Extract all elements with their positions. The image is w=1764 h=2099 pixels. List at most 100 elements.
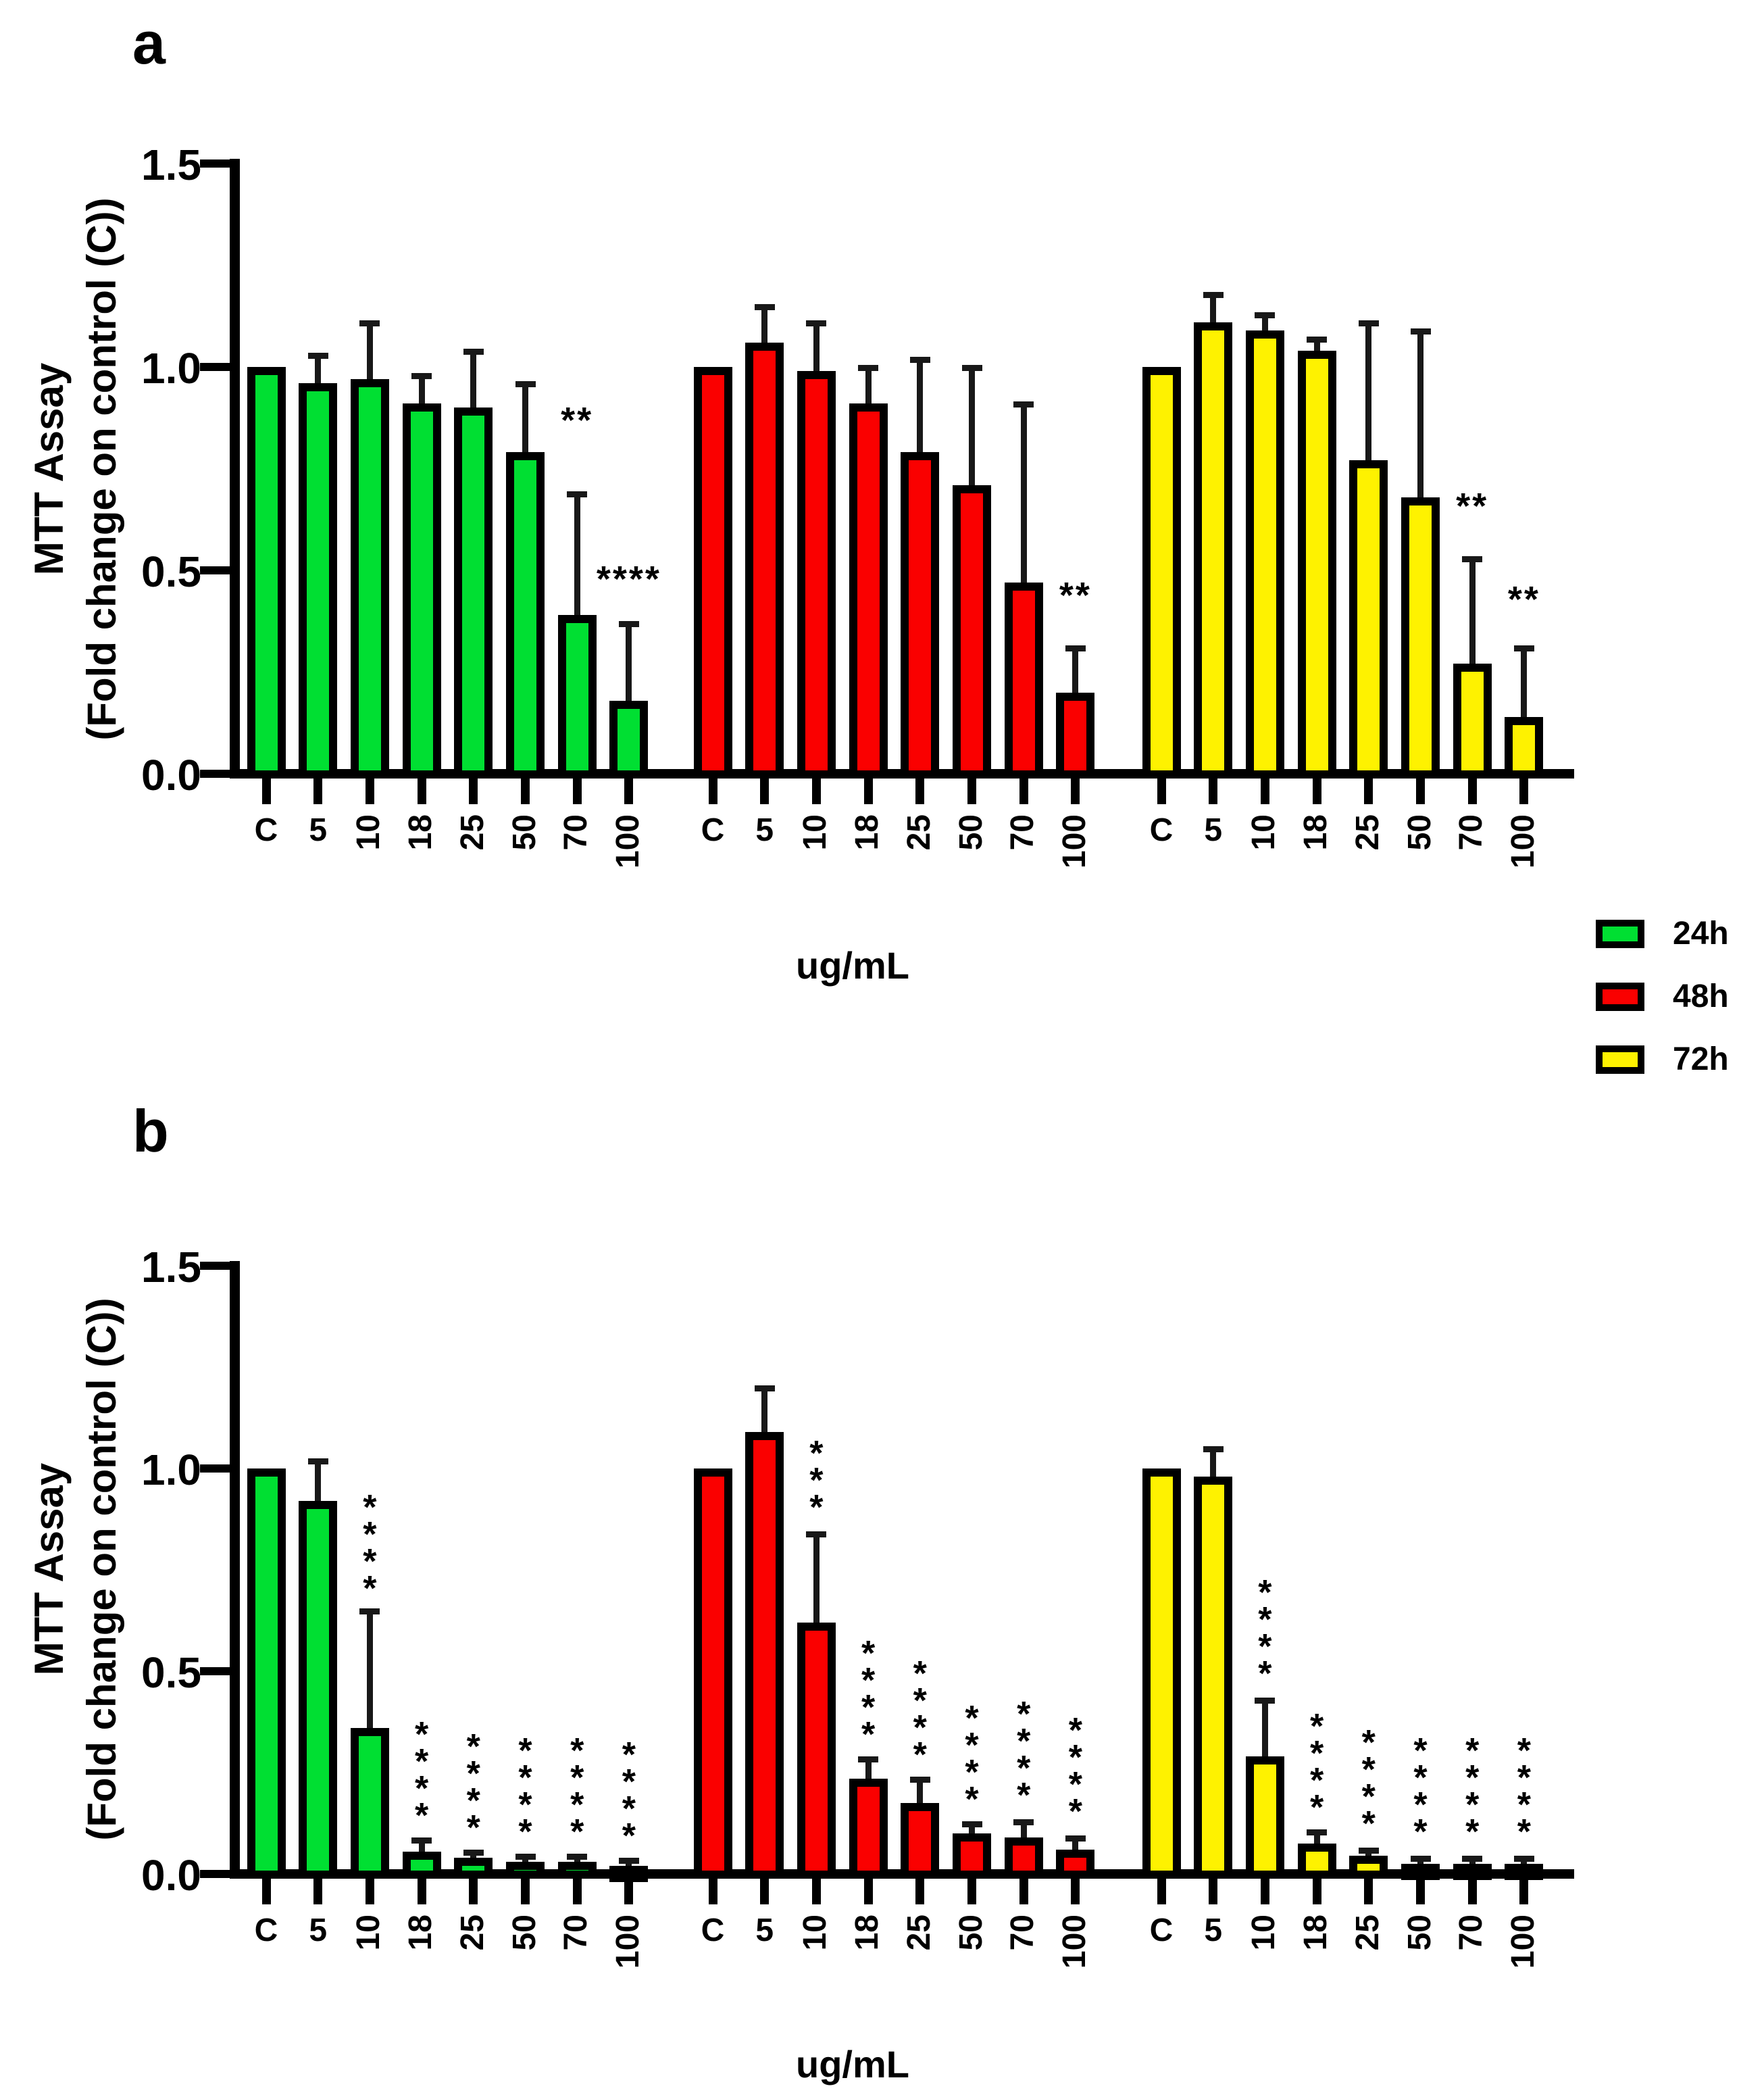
bar-72h-5: [1194, 322, 1233, 779]
bar-48h-50: [953, 485, 991, 779]
x-axis-tick: [1416, 779, 1425, 804]
y-axis-title-line1: MTT Assay: [26, 362, 72, 576]
bar-24h-25: [454, 408, 493, 779]
error-bar-cap: [1462, 1856, 1483, 1862]
x-axis-tick-label: 18: [849, 814, 886, 851]
legend-item-72h: 72h: [1596, 1043, 1729, 1076]
error-bar-stem: [865, 367, 872, 411]
x-axis-tick: [1071, 779, 1080, 804]
error-bar-stem: [761, 1387, 768, 1439]
x-axis-tick-label: C: [254, 812, 278, 848]
x-axis-tick: [760, 1879, 770, 1904]
significance-label: * * * *: [363, 1488, 377, 1608]
bar-24h-50: [506, 1862, 545, 1879]
y-axis-tick: [200, 159, 230, 168]
error-bar-cap: [1307, 336, 1328, 343]
bar-24h-5: [299, 1501, 338, 1879]
bar-72h-10: [1245, 1756, 1284, 1879]
bar-48h-100: [1056, 1850, 1095, 1879]
x-axis-tick-label: C: [701, 1912, 725, 1948]
error-bar-cap: [754, 303, 775, 310]
bar-72h-5: [1194, 1477, 1233, 1879]
panel-b-label: b: [132, 1097, 169, 1164]
bar-24h-100: [609, 1866, 649, 1882]
bar-24h-10: [350, 379, 389, 779]
x-axis-tick: [572, 1879, 582, 1904]
x-axis-tick-label: 100: [609, 814, 646, 869]
significance-label: **: [561, 400, 594, 441]
bar-72h-70: [1453, 1864, 1492, 1880]
x-axis-tick-label: 25: [1349, 1915, 1386, 1951]
x-axis-tick: [1467, 1879, 1477, 1904]
error-bar-stem: [1313, 1831, 1320, 1850]
error-bar-stem: [1365, 322, 1372, 468]
error-bar-cap: [515, 1854, 536, 1860]
bar-72h-18: [1297, 1844, 1336, 1879]
x-axis-tick-label: 50: [1401, 814, 1438, 851]
x-axis-tick: [572, 779, 582, 804]
bar-24h-50: [506, 452, 545, 779]
significance-label: * * * *: [1309, 1707, 1324, 1827]
x-axis-tick: [417, 1879, 426, 1904]
bar-24h-5: [299, 383, 338, 779]
x-axis-tick: [1157, 1879, 1166, 1904]
error-bar-stem: [366, 322, 373, 387]
x-axis-tick-label: 50: [506, 814, 543, 851]
error-bar-cap: [1013, 1819, 1034, 1825]
x-axis-tick-label: C: [1149, 812, 1174, 848]
panel-a-x-axis-title: ug/mL: [796, 944, 909, 987]
error-bar-cap: [858, 1756, 879, 1762]
error-bar-stem: [969, 367, 975, 492]
x-axis-tick: [365, 779, 374, 804]
x-axis-tick: [1416, 1879, 1425, 1904]
x-axis-tick-label: 18: [1298, 1915, 1334, 1951]
panel-a-label: a: [132, 9, 166, 76]
x-axis-tick-label: 70: [558, 814, 595, 851]
error-bar-stem: [1521, 647, 1528, 724]
x-axis-tick-label: 100: [1056, 814, 1092, 869]
x-axis-tick: [313, 1879, 323, 1904]
y-axis-title-line2: (Fold change on control (C)): [79, 197, 124, 741]
error-bar-cap: [567, 1854, 588, 1860]
significance-label: * * * *: [1413, 1731, 1428, 1852]
significance-label: * * * *: [622, 1735, 636, 1856]
error-bar-cap: [1513, 645, 1534, 652]
error-bar-stem: [1072, 1837, 1079, 1856]
error-bar-stem: [1020, 1821, 1027, 1844]
x-axis-tick: [1364, 1879, 1374, 1904]
x-axis-tick-label: 18: [1298, 814, 1334, 851]
x-axis-tick: [624, 779, 634, 804]
x-axis-tick: [1260, 779, 1269, 804]
error-bar-cap: [858, 365, 879, 371]
bar-72h-18: [1297, 350, 1336, 779]
x-axis-tick: [417, 779, 426, 804]
error-bar-cap: [806, 1531, 827, 1537]
y-axis-title-line2: (Fold change on control (C)): [79, 1298, 124, 1841]
bar-48h-100: [1056, 692, 1095, 779]
x-axis-tick: [1019, 1879, 1028, 1904]
x-axis-tick: [915, 1879, 925, 1904]
x-axis-tick-label: 10: [351, 814, 387, 851]
bar-24h-70: [557, 1862, 597, 1879]
y-axis-tick-label: 1.0: [141, 344, 201, 393]
significance-label: * * * *: [518, 1731, 532, 1852]
error-bar-stem: [1261, 314, 1268, 337]
x-axis-tick: [967, 1879, 976, 1904]
error-bar-stem: [1417, 330, 1423, 504]
x-axis-tick-label: 70: [558, 1915, 595, 1951]
x-axis-tick: [1364, 779, 1374, 804]
significance-label: * * * *: [965, 1699, 979, 1819]
x-axis-tick-label: 70: [1453, 1915, 1490, 1951]
y-axis-line: [230, 1261, 240, 1879]
bar-24h-C: [247, 1468, 286, 1879]
x-axis-tick: [1019, 779, 1028, 804]
bar-48h-18: [849, 1779, 888, 1879]
error-bar-cap: [307, 1458, 328, 1464]
x-axis-tick: [1312, 779, 1321, 804]
significance-label: * * * *: [861, 1634, 876, 1754]
error-bar-cap: [909, 356, 930, 363]
legend-label-48h: 48h: [1673, 979, 1729, 1014]
error-bar-cap: [567, 491, 588, 497]
error-bar-cap: [1065, 645, 1086, 652]
x-axis-tick: [1519, 1879, 1529, 1904]
